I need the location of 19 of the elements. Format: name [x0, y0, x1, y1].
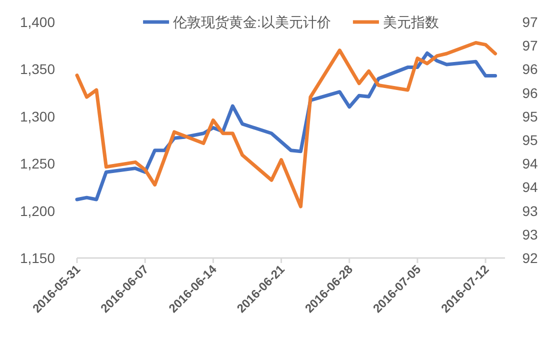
- y2-tick-label: 95: [522, 108, 538, 124]
- legend-label: 伦敦现货黄金:以美元计价: [173, 14, 331, 30]
- y2-tick-label: 96: [522, 84, 538, 101]
- y-tick-label: 1,250: [20, 156, 56, 172]
- y-tick-label: 1,350: [20, 61, 56, 78]
- y2-tick-label: 96: [522, 61, 538, 78]
- legend-label: 美元指数: [382, 14, 439, 30]
- y-tick-label: 1,400: [20, 14, 56, 30]
- y-tick-label: 1,200: [20, 202, 56, 219]
- y2-tick-label: 95: [522, 132, 538, 148]
- y2-tick-label: 94: [522, 179, 538, 196]
- y-tick-label: 1,300: [20, 108, 56, 124]
- y2-tick-label: 97: [522, 14, 538, 30]
- y2-tick-label: 93: [522, 226, 538, 242]
- y2-tick-label: 92: [522, 250, 538, 266]
- y2-tick-label: 94: [522, 156, 538, 172]
- y2-tick-label: 93: [522, 202, 538, 219]
- y2-tick-label: 97: [522, 38, 538, 54]
- y-tick-label: 1,150: [20, 250, 56, 266]
